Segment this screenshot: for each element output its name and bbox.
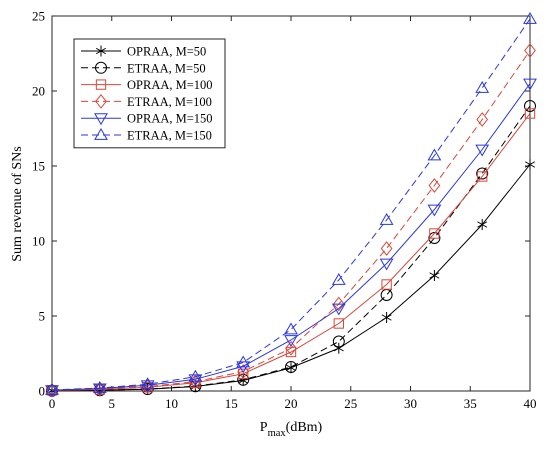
data-point bbox=[285, 361, 297, 373]
series-line bbox=[51, 113, 531, 391]
legend-swatch-marker bbox=[95, 61, 107, 74]
data-point bbox=[379, 258, 394, 271]
series-line bbox=[51, 83, 531, 391]
data-point bbox=[475, 80, 490, 93]
legend-entry: ETRAA, M=50 bbox=[81, 61, 206, 75]
data-point bbox=[332, 296, 345, 312]
x-tick-label: 0 bbox=[49, 396, 56, 411]
legend: OPRAA, M=50 ETRAA, M=50 OPRAA, M=100 ETRAA,… bbox=[73, 38, 226, 149]
legend-label: OPRAA, M=50 bbox=[127, 45, 206, 59]
y-tick-label: 0 bbox=[39, 384, 46, 399]
series-6 bbox=[45, 11, 537, 395]
data-point bbox=[285, 346, 297, 358]
series-line bbox=[51, 105, 531, 392]
data-point bbox=[237, 364, 250, 379]
legend-box bbox=[73, 38, 226, 149]
data-point bbox=[429, 228, 440, 239]
x-tick-label: 35 bbox=[464, 396, 477, 411]
data-point bbox=[333, 318, 344, 329]
legend-swatch-marker bbox=[95, 93, 107, 109]
data-point bbox=[380, 241, 393, 256]
legend-entry: ETRAA, M=100 bbox=[81, 93, 212, 109]
data-point bbox=[188, 369, 203, 382]
data-point bbox=[140, 377, 155, 390]
series-group bbox=[45, 11, 537, 398]
data-point bbox=[381, 312, 392, 323]
x-axis-label-sub: max bbox=[268, 428, 287, 439]
data-point bbox=[428, 178, 441, 193]
legend-label: ETRAA, M=50 bbox=[127, 61, 206, 75]
y-tick-label: 25 bbox=[32, 9, 45, 24]
legend-entry: OPRAA, M=50 bbox=[81, 45, 206, 59]
legend-entry: OPRAA, M=100 bbox=[81, 78, 213, 92]
x-tick-label: 25 bbox=[344, 396, 357, 411]
data-point bbox=[284, 322, 298, 335]
data-point bbox=[477, 171, 488, 182]
data-point bbox=[476, 167, 489, 180]
series-line bbox=[51, 18, 531, 391]
x-tick-label: 15 bbox=[225, 396, 238, 411]
legend-label: ETRAA, M=150 bbox=[127, 129, 212, 143]
y-tick-label: 15 bbox=[32, 159, 45, 174]
data-point bbox=[45, 385, 59, 398]
data-point bbox=[236, 355, 251, 368]
legend-swatch-marker bbox=[95, 79, 107, 90]
legend-label: ETRAA, M=100 bbox=[127, 95, 212, 109]
legend-swatch-marker bbox=[94, 127, 108, 140]
data-point bbox=[45, 382, 59, 395]
data-point bbox=[524, 159, 536, 170]
data-point bbox=[524, 108, 536, 119]
series-line bbox=[51, 50, 531, 391]
data-point bbox=[475, 144, 490, 157]
data-point bbox=[429, 270, 440, 281]
legend-entry: OPRAA, M=150 bbox=[81, 112, 213, 126]
data-point bbox=[92, 383, 107, 396]
legend-swatch-marker bbox=[94, 113, 108, 126]
data-point bbox=[92, 380, 107, 393]
legend-label: OPRAA, M=150 bbox=[127, 112, 213, 126]
data-point bbox=[523, 11, 537, 24]
x-tick-label: 10 bbox=[165, 396, 178, 411]
y-tick-label: 10 bbox=[32, 234, 45, 249]
data-point bbox=[332, 335, 345, 348]
data-point bbox=[379, 212, 394, 225]
legend-swatch-marker bbox=[95, 45, 107, 57]
data-point bbox=[285, 362, 297, 374]
y-axis-label: Sum revenue of SNs bbox=[10, 146, 25, 262]
data-point bbox=[284, 335, 298, 348]
x-axis-label-main: P bbox=[260, 420, 268, 435]
y-tick-label: 20 bbox=[32, 84, 45, 99]
data-point bbox=[285, 340, 297, 356]
data-point bbox=[476, 112, 489, 127]
y-tick-label: 5 bbox=[39, 309, 46, 324]
x-tick-label: 5 bbox=[109, 396, 116, 411]
x-axis-label: Pmax(dBm) bbox=[260, 420, 323, 439]
data-point bbox=[427, 204, 442, 217]
data-point bbox=[523, 78, 537, 91]
legend-entry: ETRAA, M=150 bbox=[81, 127, 212, 143]
axis-ticks: 0 5 10 15 20 25 30 35 40 0 5 10 15 20 25 bbox=[32, 9, 537, 412]
data-point bbox=[477, 219, 488, 230]
series-5 bbox=[45, 78, 537, 398]
x-axis-label-rest: (dBm) bbox=[286, 420, 323, 435]
data-point bbox=[524, 43, 536, 58]
data-point bbox=[331, 272, 346, 285]
x-tick-label: 30 bbox=[404, 396, 417, 411]
data-point bbox=[428, 232, 441, 244]
data-point bbox=[381, 279, 392, 290]
x-tick-label: 20 bbox=[285, 396, 298, 411]
legend-label: OPRAA, M=100 bbox=[127, 78, 213, 92]
data-point bbox=[140, 380, 155, 393]
data-point bbox=[427, 148, 442, 161]
x-tick-label: 40 bbox=[524, 396, 537, 411]
data-point bbox=[188, 374, 203, 387]
data-point bbox=[524, 100, 536, 112]
data-point bbox=[331, 303, 346, 316]
